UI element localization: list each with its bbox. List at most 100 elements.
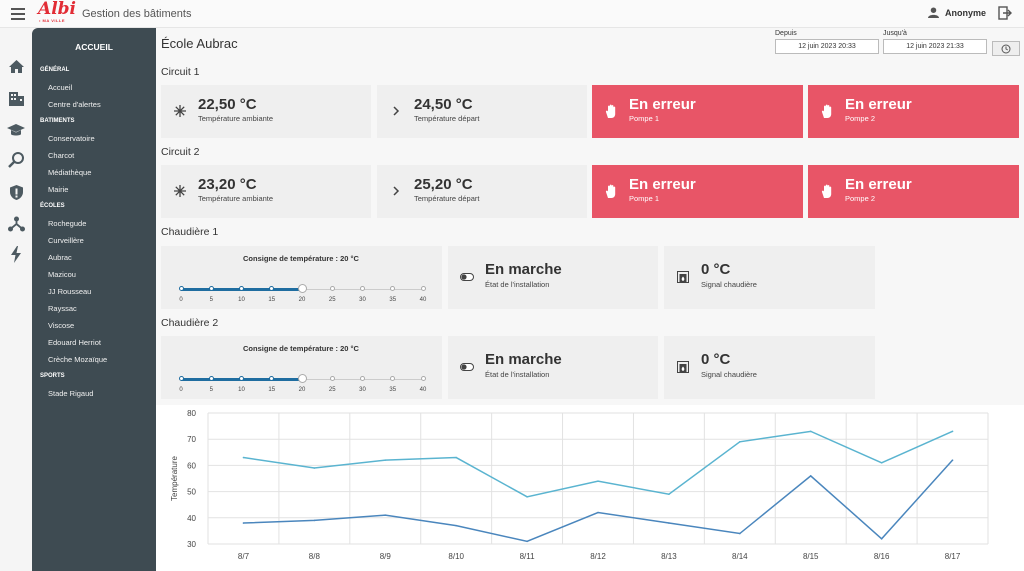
hand-stop-icon	[604, 104, 618, 118]
boiler2-setpoint-slider[interactable]: 0 5 10 15 20 25 30 35 40	[178, 373, 426, 403]
data-point	[880, 537, 883, 540]
slider-step	[269, 376, 275, 381]
sidebar-item-creche-mozaique[interactable]: Crèche Mozaïque	[48, 355, 108, 364]
school-icon[interactable]	[6, 120, 26, 140]
x-tick-label: 8/17	[945, 552, 961, 561]
slider-tick-label: 25	[328, 297, 336, 303]
menu-icon[interactable]	[11, 8, 25, 20]
boiler1-setpoint-label: Consigne de température : 20 °C	[243, 254, 359, 263]
slider-tick-label: 25	[328, 387, 336, 393]
data-point	[455, 456, 457, 459]
main-content: École Aubrac Depuis 12 juin 2023 20:33 J…	[156, 28, 1024, 571]
sidebar-item-conservatoire[interactable]: Conservatoire	[48, 134, 95, 143]
boiler1-title: Chaudière 1	[161, 226, 219, 238]
shield-icon[interactable]	[6, 182, 26, 202]
data-point	[242, 522, 245, 524]
circuit2-depart-value: 25,20 °C	[414, 176, 473, 193]
sidebar-item-rayssac[interactable]: Rayssac	[48, 304, 77, 313]
buildings-icon[interactable]	[6, 88, 26, 108]
circuit2-ambient-label: Température ambiante	[198, 194, 274, 203]
boiler2-state-value: En marche	[485, 351, 562, 368]
slider-tick-label: 20	[298, 387, 306, 393]
sidebar-item-mazicou[interactable]: Mazicou	[48, 270, 76, 279]
x-tick-label: 8/8	[309, 552, 321, 561]
slider-step	[239, 376, 244, 381]
home-icon[interactable]	[6, 56, 26, 76]
sidebar-item-curveillere[interactable]: Curveillère	[48, 236, 84, 245]
circuit2-pump2-label: Pompe 2	[845, 194, 876, 203]
circuit2-pump2-status: En erreur	[845, 176, 912, 193]
sidebar-item-jj-rousseau[interactable]: JJ Rousseau	[48, 287, 92, 296]
lightning-icon[interactable]	[6, 244, 26, 264]
top-bar: Albi • MA VILLE Gestion des bâtiments An…	[0, 0, 1024, 28]
slider-step	[390, 376, 396, 381]
slider-tick-label: 30	[359, 297, 366, 303]
sidebar-item-accueil[interactable]: Accueil	[48, 83, 73, 92]
sidebar-item-rochegude[interactable]: Rochegude	[48, 219, 87, 228]
circuit1-pump1-card: En erreur Pompe 1	[592, 85, 803, 138]
boiler2-state-card: En marche État de l'installation	[448, 336, 658, 399]
slider-step	[208, 286, 214, 291]
slider-step	[390, 286, 396, 291]
sidebar-item-edouard-herriot[interactable]: Edouard Herriot	[48, 338, 101, 347]
slider-step	[269, 286, 275, 291]
slider-tick-label: 0	[179, 297, 183, 303]
sidebar-item-stade-rigaud[interactable]: Stade Rigaud	[48, 389, 94, 398]
sidebar-item-viscose[interactable]: Viscose	[48, 321, 75, 330]
data-point	[668, 493, 670, 496]
circuit1-ambient-card: 22,50 °C Température ambiante	[161, 85, 371, 138]
date-to-input[interactable]: 12 juin 2023 21:33	[883, 39, 987, 54]
circuit2-title: Circuit 2	[161, 146, 200, 158]
hand-stop-icon	[820, 184, 834, 198]
slider-tick-label: 10	[238, 387, 245, 393]
x-tick-label: 8/15	[803, 552, 819, 561]
slider-step	[178, 376, 184, 381]
x-tick-label: 8/10	[448, 552, 464, 561]
x-tick-label: 8/11	[520, 552, 536, 561]
boiler1-setpoint-slider[interactable]: 0 5 10 15 20 25 30 35 40	[178, 283, 426, 313]
sidebar-item-aubrac[interactable]: Aubrac	[48, 253, 72, 262]
sidebar-item-mairie[interactable]: Mairie	[48, 185, 69, 194]
clock-icon	[1001, 44, 1011, 53]
slider-knob[interactable]	[297, 374, 307, 383]
boiler1-signal-value: 0 °C	[701, 261, 731, 278]
slider-tick-label: 0	[179, 387, 183, 393]
slider-tick-label: 40	[419, 387, 427, 393]
circuit1-ambient-label: Température ambiante	[198, 114, 274, 123]
slider-tick-label: 15	[268, 297, 276, 303]
date-from-label: Depuis	[775, 30, 797, 37]
sidebar-item-charcot[interactable]: Charcot	[48, 151, 75, 160]
circuit2-depart-card: 25,20 °C Température départ	[377, 165, 587, 218]
snowflake-icon	[173, 104, 187, 118]
toggle-icon	[460, 360, 474, 374]
albi-logo[interactable]: Albi • MA VILLE	[38, 0, 76, 24]
circuit1-depart-card: 24,50 °C Température départ	[377, 85, 587, 138]
boiler1-state-label: État de l'installation	[485, 280, 550, 289]
sidebar-item-mediatheque[interactable]: Médiathèque	[48, 168, 92, 177]
fireplace-icon	[676, 270, 690, 284]
date-from-input[interactable]: 12 juin 2023 20:33	[775, 39, 879, 54]
data-point	[951, 459, 954, 461]
data-point	[242, 456, 245, 459]
slider-knob[interactable]	[297, 284, 307, 293]
sidebar-section-batiments: BATIMENTS	[40, 118, 75, 124]
search-person-icon[interactable]	[6, 150, 26, 170]
network-icon[interactable]	[6, 214, 26, 234]
slider-tick-label: 40	[419, 297, 427, 303]
data-point	[313, 519, 316, 522]
user-menu[interactable]: Anonyme	[927, 7, 986, 18]
boiler2-setpoint-card: Consigne de température : 20 °C 0 5 10 15 20…	[161, 336, 442, 399]
sidebar-item-centre-alertes[interactable]: Centre d'alertes	[48, 100, 101, 109]
app-title: Gestion des bâtiments	[82, 8, 192, 20]
sidebar-section-ecoles: ÉCOLES	[40, 203, 65, 209]
boiler1-signal-card: 0 °C Signal chaudière	[664, 246, 875, 309]
refresh-time-button[interactable]	[992, 41, 1020, 56]
logout-icon[interactable]	[998, 6, 1012, 20]
boiler2-title: Chaudière 2	[161, 317, 219, 329]
x-tick-label: 8/9	[380, 552, 392, 561]
data-point	[526, 496, 528, 498]
data-point	[313, 467, 316, 469]
data-point	[809, 430, 812, 433]
circuit1-pump2-status: En erreur	[845, 96, 912, 113]
icon-rail	[0, 28, 32, 571]
